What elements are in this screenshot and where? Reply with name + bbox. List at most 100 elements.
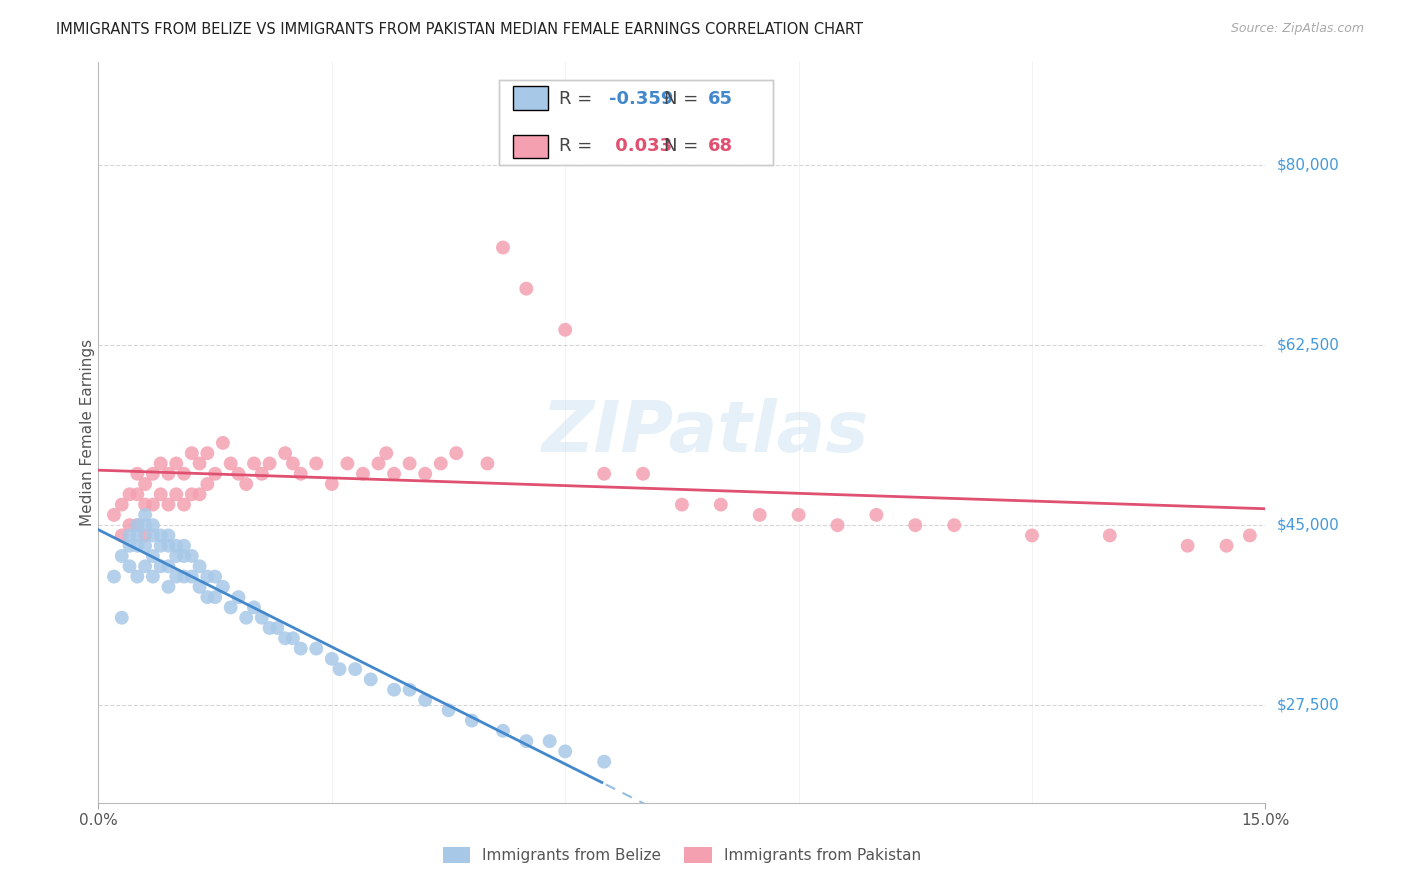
Point — [195, 569, 218, 583]
Point — [173, 569, 195, 583]
Point — [173, 467, 195, 481]
Point — [398, 457, 420, 471]
Point — [195, 477, 218, 491]
Point — [375, 446, 398, 460]
Point — [904, 518, 927, 533]
Point — [157, 559, 180, 574]
Text: R =: R = — [560, 90, 599, 108]
Point — [748, 508, 770, 522]
Point — [538, 734, 561, 748]
Point — [266, 621, 288, 635]
Point — [219, 457, 242, 471]
Point — [142, 518, 165, 533]
Point — [180, 569, 202, 583]
Point — [1098, 528, 1121, 542]
Point — [429, 457, 451, 471]
Point — [250, 467, 273, 481]
Point — [219, 600, 242, 615]
Point — [235, 477, 257, 491]
Point — [492, 723, 515, 738]
Point — [477, 457, 499, 471]
Point — [157, 539, 180, 553]
Text: 68: 68 — [707, 137, 733, 155]
Point — [321, 477, 343, 491]
Point — [111, 528, 134, 542]
Text: N =: N = — [664, 90, 703, 108]
Y-axis label: Median Female Earnings: Median Female Earnings — [80, 339, 94, 526]
Text: 0.033: 0.033 — [609, 137, 672, 155]
Point — [157, 467, 180, 481]
Point — [134, 539, 156, 553]
Point — [180, 487, 202, 501]
Point — [188, 487, 211, 501]
Point — [134, 477, 156, 491]
Text: 65: 65 — [707, 90, 733, 108]
Point — [134, 528, 156, 542]
Point — [195, 590, 218, 604]
Point — [671, 498, 693, 512]
Point — [149, 528, 172, 542]
Text: R =: R = — [560, 137, 599, 155]
Point — [382, 682, 405, 697]
Point — [142, 498, 165, 512]
Point — [118, 559, 141, 574]
Point — [165, 549, 187, 563]
Point — [787, 508, 810, 522]
Point — [329, 662, 352, 676]
Point — [943, 518, 966, 533]
Point — [111, 498, 134, 512]
Point — [173, 539, 195, 553]
FancyBboxPatch shape — [513, 87, 548, 110]
Point — [157, 580, 180, 594]
Point — [180, 446, 202, 460]
Point — [593, 755, 616, 769]
Legend: Immigrants from Belize, Immigrants from Pakistan: Immigrants from Belize, Immigrants from … — [436, 841, 928, 869]
Point — [111, 549, 134, 563]
Point — [235, 610, 257, 624]
Point — [127, 539, 149, 553]
Point — [134, 559, 156, 574]
Point — [352, 467, 374, 481]
Text: $45,000: $45,000 — [1277, 517, 1340, 533]
Point — [515, 282, 537, 296]
Point — [212, 580, 235, 594]
Point — [157, 498, 180, 512]
Point — [413, 467, 436, 481]
Text: Source: ZipAtlas.com: Source: ZipAtlas.com — [1230, 22, 1364, 36]
Point — [228, 467, 250, 481]
Point — [281, 457, 304, 471]
Point — [127, 569, 149, 583]
Point — [492, 240, 515, 255]
Point — [134, 508, 156, 522]
Point — [461, 714, 484, 728]
Point — [157, 528, 180, 542]
Point — [127, 518, 149, 533]
Point — [188, 580, 211, 594]
Point — [281, 632, 304, 646]
Point — [593, 467, 616, 481]
Point — [103, 508, 125, 522]
Point — [173, 498, 195, 512]
Point — [290, 641, 312, 656]
Point — [188, 559, 211, 574]
Point — [103, 569, 125, 583]
Point — [142, 569, 165, 583]
Point — [127, 467, 149, 481]
Point — [118, 539, 141, 553]
Point — [360, 673, 382, 687]
Point — [321, 652, 343, 666]
Point — [204, 590, 226, 604]
Point — [305, 457, 328, 471]
Point — [1177, 539, 1199, 553]
Point — [127, 487, 149, 501]
Point — [243, 600, 266, 615]
Point — [554, 744, 576, 758]
Text: $62,500: $62,500 — [1277, 338, 1340, 352]
Text: $80,000: $80,000 — [1277, 158, 1340, 173]
Point — [118, 518, 141, 533]
Text: -0.359: -0.359 — [609, 90, 673, 108]
Point — [134, 518, 156, 533]
Point — [165, 569, 187, 583]
Point — [204, 569, 226, 583]
Point — [336, 457, 359, 471]
